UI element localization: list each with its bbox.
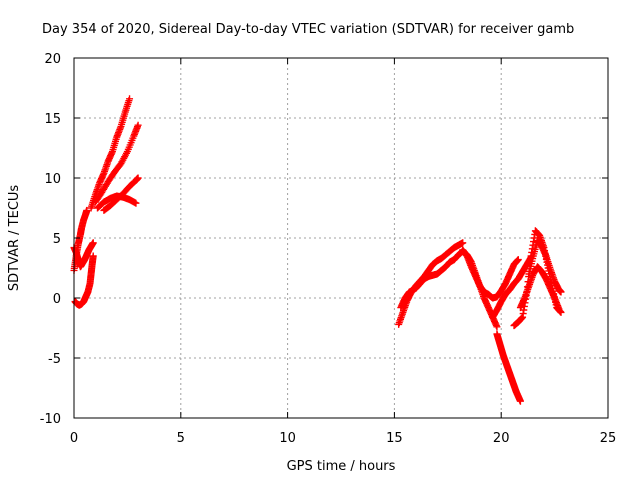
axis-ticks: 0 5 10 15 20 25 -10 -5 0 5 10 15 20: [40, 52, 617, 446]
data-point: [459, 239, 467, 247]
data-point: [83, 206, 91, 214]
data-point: [134, 121, 142, 129]
series-8: [395, 239, 467, 328]
y-tick-label: 10: [44, 172, 61, 187]
series-3: [71, 252, 97, 309]
series-12: [489, 253, 535, 321]
x-tick-label: 15: [386, 431, 403, 446]
data-point: [514, 256, 522, 264]
data-point: [516, 397, 524, 405]
data-point: [89, 239, 97, 247]
x-tick-label: 10: [279, 431, 296, 446]
series-10: [459, 246, 522, 302]
x-axis-label: GPS time / hours: [287, 459, 396, 474]
data-point: [555, 305, 563, 313]
data-point: [557, 308, 565, 316]
series-2: [70, 239, 97, 271]
y-tick-label: 5: [53, 232, 61, 247]
y-tick-label: 20: [44, 52, 61, 67]
data-point: [126, 95, 134, 103]
chart-title: Day 354 of 2020, Sidereal Day-to-day VTE…: [42, 22, 574, 37]
y-axis-label: SDTVAR / TECUs: [7, 185, 22, 292]
x-tick-label: 0: [70, 431, 78, 446]
series-15: [516, 263, 563, 313]
data-points: [70, 95, 565, 405]
series-11: [493, 330, 524, 405]
series-5: [91, 121, 142, 206]
grid-lines: [74, 58, 608, 418]
series-7: [100, 174, 142, 214]
data-point: [557, 288, 565, 296]
x-tick-label: 20: [493, 431, 510, 446]
data-point: [132, 199, 140, 207]
x-tick-label: 25: [600, 431, 617, 446]
x-tick-label: 5: [177, 431, 185, 446]
y-tick-label: -5: [48, 352, 61, 367]
data-point: [134, 174, 142, 182]
y-tick-label: 15: [44, 112, 61, 127]
y-tick-label: 0: [53, 292, 61, 307]
data-point: [493, 323, 501, 331]
data-point: [89, 252, 97, 260]
y-tick-label: -10: [40, 412, 61, 427]
